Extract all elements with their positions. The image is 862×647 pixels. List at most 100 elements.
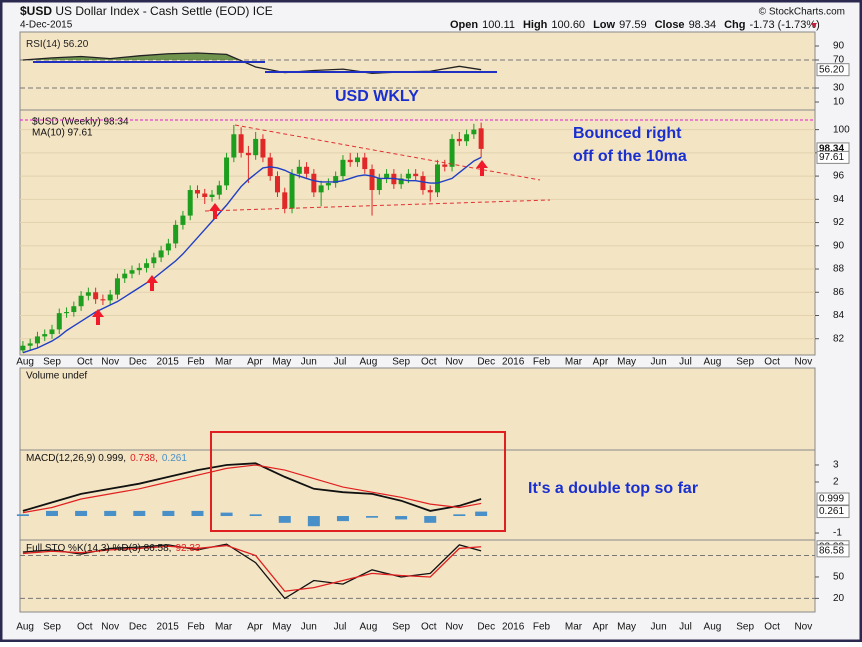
- candle-body: [471, 129, 477, 135]
- x-tick-label: Mar: [565, 357, 583, 368]
- candle-body: [325, 183, 331, 186]
- quote-label: Low: [593, 19, 615, 31]
- y-tick-label: 70: [833, 55, 845, 66]
- price-panel: [19, 31, 816, 356]
- y-tick-label: 100: [833, 124, 850, 135]
- candle-body: [173, 224, 179, 244]
- x-tick-label: Oct: [421, 357, 437, 368]
- quote-label: High: [523, 19, 548, 31]
- up-arrow: [209, 203, 221, 219]
- candle-body: [464, 134, 470, 142]
- area: [22, 53, 482, 61]
- candle-body: [224, 157, 230, 186]
- x-tick-label: Dec: [477, 357, 495, 368]
- value-label: 56.20: [819, 64, 844, 75]
- x-tick-label: Nov: [445, 622, 463, 633]
- candle-body: [114, 278, 120, 295]
- x-tick-label: Sep: [43, 357, 61, 368]
- value-label: 0.999: [819, 494, 844, 505]
- candle-body: [165, 243, 171, 251]
- candle-body: [289, 173, 295, 209]
- candle-body: [42, 334, 48, 337]
- value-label: 0.261: [819, 506, 844, 517]
- candle-body: [56, 313, 62, 330]
- triangle-lower: [204, 199, 551, 212]
- legend-entry: 92.33: [175, 543, 200, 554]
- y-tick-label: 2: [833, 477, 839, 488]
- x-tick-label: Jul: [679, 357, 692, 368]
- histogram-bar: [16, 514, 29, 517]
- histogram-bar: [336, 516, 349, 522]
- candle-body: [122, 273, 128, 279]
- x-tick-label: May: [272, 622, 291, 633]
- line: [22, 544, 482, 592]
- x-tick-label: Aug: [360, 622, 378, 633]
- value-label: 97.61: [819, 152, 844, 163]
- histogram-bar: [46, 510, 59, 517]
- candle-body: [369, 169, 375, 191]
- histogram-bar: [424, 516, 437, 523]
- x-tick-label: May: [272, 357, 291, 368]
- x-tick-label: Apr: [593, 357, 609, 368]
- x-tick-label: Jul: [679, 622, 692, 633]
- candle-body: [27, 343, 33, 346]
- x-tick-label: Jun: [301, 622, 317, 633]
- candle-body: [311, 173, 317, 193]
- candle-body: [144, 263, 150, 268]
- x-tick-label: Apr: [247, 622, 263, 633]
- candle-body: [34, 336, 40, 344]
- candle-body: [362, 157, 368, 170]
- legend-entry: MACD(12,26,9) 0.999,: [26, 453, 126, 464]
- x-tick-label: 2015: [157, 357, 180, 368]
- lower-panel: [19, 367, 816, 613]
- legend: RSI(14) 56.20: [26, 39, 89, 50]
- legend: Full STO %K(14,3) %D(3) 86.58, 92.33: [26, 543, 201, 554]
- candle-body: [216, 185, 222, 195]
- x-tick-label: Aug: [704, 357, 722, 368]
- x-tick-label: Mar: [565, 622, 583, 633]
- candle-body: [20, 345, 26, 351]
- x-tick-label: Mar: [215, 622, 233, 633]
- y-tick-label: 86: [833, 287, 845, 298]
- candle-body: [71, 306, 77, 313]
- histogram-bar: [278, 516, 291, 523]
- candle-body: [180, 215, 186, 225]
- x-tick-label: Feb: [187, 357, 205, 368]
- y-tick-label: 88: [833, 264, 845, 275]
- x-tick-label: Dec: [129, 622, 147, 633]
- value-box: [816, 544, 850, 558]
- legend-entry: MA(10) 97.61: [32, 128, 93, 139]
- y-tick-label: 10: [833, 97, 845, 108]
- histogram-bar: [307, 516, 320, 527]
- x-tick-label: Apr: [593, 622, 609, 633]
- candle-body: [64, 312, 70, 314]
- x-tick-label: 2015: [157, 622, 180, 633]
- histogram-bar: [475, 511, 488, 517]
- candle-body: [245, 152, 251, 156]
- histogram-bar: [453, 514, 466, 517]
- candle-body: [158, 250, 164, 258]
- x-tick-label: May: [617, 357, 636, 368]
- candle-body: [194, 190, 200, 194]
- candle-body: [231, 134, 237, 158]
- x-tick-label: Sep: [736, 622, 754, 633]
- y-tick-label: 3: [833, 460, 839, 471]
- x-tick-label: Dec: [129, 357, 147, 368]
- histogram-bar: [162, 510, 175, 517]
- candle-body: [478, 128, 484, 149]
- candle-body: [456, 138, 462, 142]
- x-tick-label: Feb: [533, 357, 551, 368]
- x-tick-label: Nov: [794, 357, 812, 368]
- x-tick-label: 2016: [502, 622, 525, 633]
- histogram-bar: [191, 510, 204, 517]
- histogram-bar: [220, 512, 233, 517]
- candle-body: [347, 159, 353, 163]
- value-label: 86.58: [819, 546, 844, 557]
- highlight-box: [210, 431, 506, 532]
- plot-layer: Aug Aug Sep Sep Oct Oct Nov Nov Dec Dec 2015 2015 Fe…: [16, 39, 850, 633]
- x-tick-label: Aug: [16, 622, 34, 633]
- x-tick-label: Sep: [736, 357, 754, 368]
- exchange: ICE: [253, 4, 273, 18]
- x-tick-label: Feb: [533, 622, 551, 633]
- annotation: Bounced right: [573, 125, 682, 142]
